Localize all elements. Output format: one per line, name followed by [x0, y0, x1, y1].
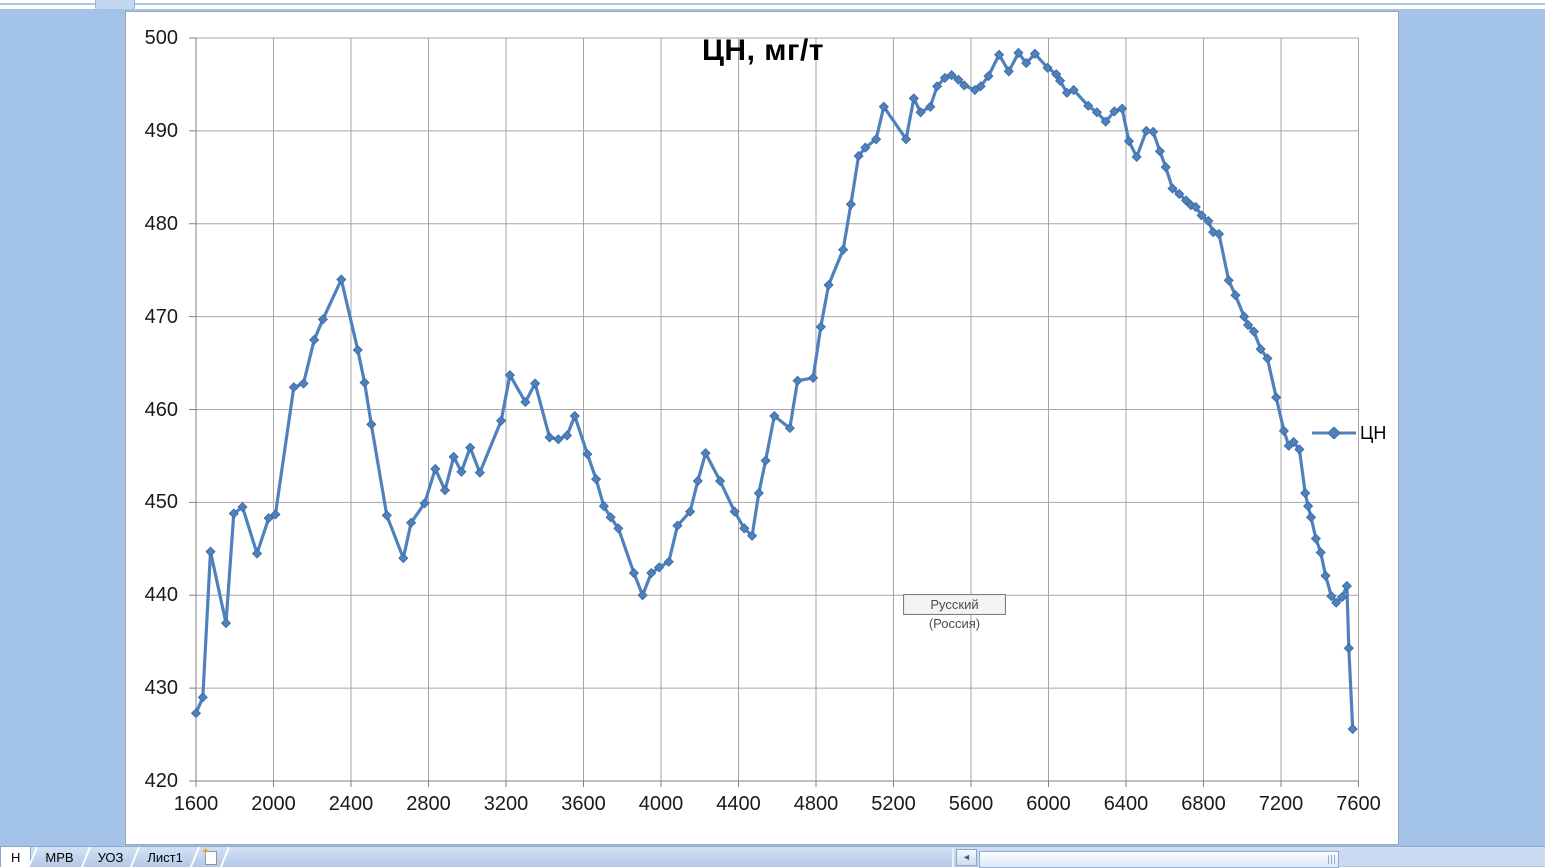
- sheet-tab-mrv[interactable]: МРВ: [45, 849, 74, 865]
- scroll-left-button[interactable]: ◄: [956, 849, 977, 866]
- y-tick-label: 440: [144, 584, 178, 607]
- chart-title: ЦН, мг/т: [702, 34, 824, 67]
- language-tooltip: Русский (Россия): [903, 594, 1006, 631]
- x-tick-label: 2400: [328, 793, 374, 815]
- insert-worksheet-button[interactable]: ✦: [201, 846, 219, 865]
- x-tick-label: 7200: [1258, 793, 1304, 815]
- x-tick-label: 3200: [483, 793, 529, 815]
- sheet-tabs: Н МРВ УОЗ Лист1 ✦: [0, 846, 230, 867]
- line-chart: [189, 37, 1359, 787]
- horizontal-scrollbar-thumb[interactable]: [979, 851, 1339, 868]
- x-tick-label: 4800: [793, 793, 839, 815]
- legend[interactable]: ЦН: [1312, 422, 1387, 443]
- x-tick-label: 2800: [406, 793, 451, 815]
- y-tick-label: 430: [144, 677, 178, 700]
- sheet-tab-uoz[interactable]: УОЗ: [97, 849, 124, 865]
- y-tick-label: 420: [144, 770, 178, 792]
- y-tick-label: 480: [144, 212, 178, 235]
- legend-marker-icon: [1312, 427, 1356, 439]
- horizontal-scrollbar-track[interactable]: [978, 849, 1545, 868]
- x-tick-label: 1600: [173, 793, 219, 815]
- y-tick-label: 450: [144, 491, 178, 514]
- y-tick-label: 500: [144, 27, 178, 49]
- y-tick-label: 470: [144, 305, 178, 328]
- x-tick-label: 5200: [871, 793, 916, 815]
- x-tick-label: 6800: [1181, 793, 1226, 815]
- x-tick-label: 2000: [251, 793, 296, 815]
- x-tick-label: 6400: [1103, 793, 1149, 815]
- new-sparkle-icon: ✦: [200, 846, 211, 858]
- worksheet-page-icon: [204, 851, 217, 865]
- scrollbar-grip-icon: [1328, 855, 1336, 864]
- x-tick-label: 7600: [1336, 793, 1381, 815]
- tab-separator: [219, 847, 230, 867]
- chart-area[interactable]: ЦН, мг/т 420 430 440 450 460 470 480 490 500 160…: [125, 11, 1399, 845]
- tab-scroll-splitter[interactable]: [952, 848, 954, 867]
- sheet-tab-list1[interactable]: Лист1: [147, 849, 183, 865]
- top-divider-line: [0, 3, 1545, 5]
- x-tick-label: 4000: [638, 793, 684, 815]
- x-tick-label: 3600: [561, 793, 606, 815]
- legend-label: ЦН: [1360, 422, 1387, 443]
- y-tick-label: 490: [144, 119, 178, 142]
- sheet-tab-active[interactable]: Н: [0, 847, 32, 867]
- sheet-tab-bar: Н МРВ УОЗ Лист1 ✦ ◄: [0, 846, 1545, 868]
- x-tick-label: 4400: [716, 793, 761, 815]
- x-tick-label: 5600: [948, 793, 994, 815]
- y-tick-label: 460: [144, 398, 178, 421]
- x-tick-label: 6000: [1026, 793, 1071, 815]
